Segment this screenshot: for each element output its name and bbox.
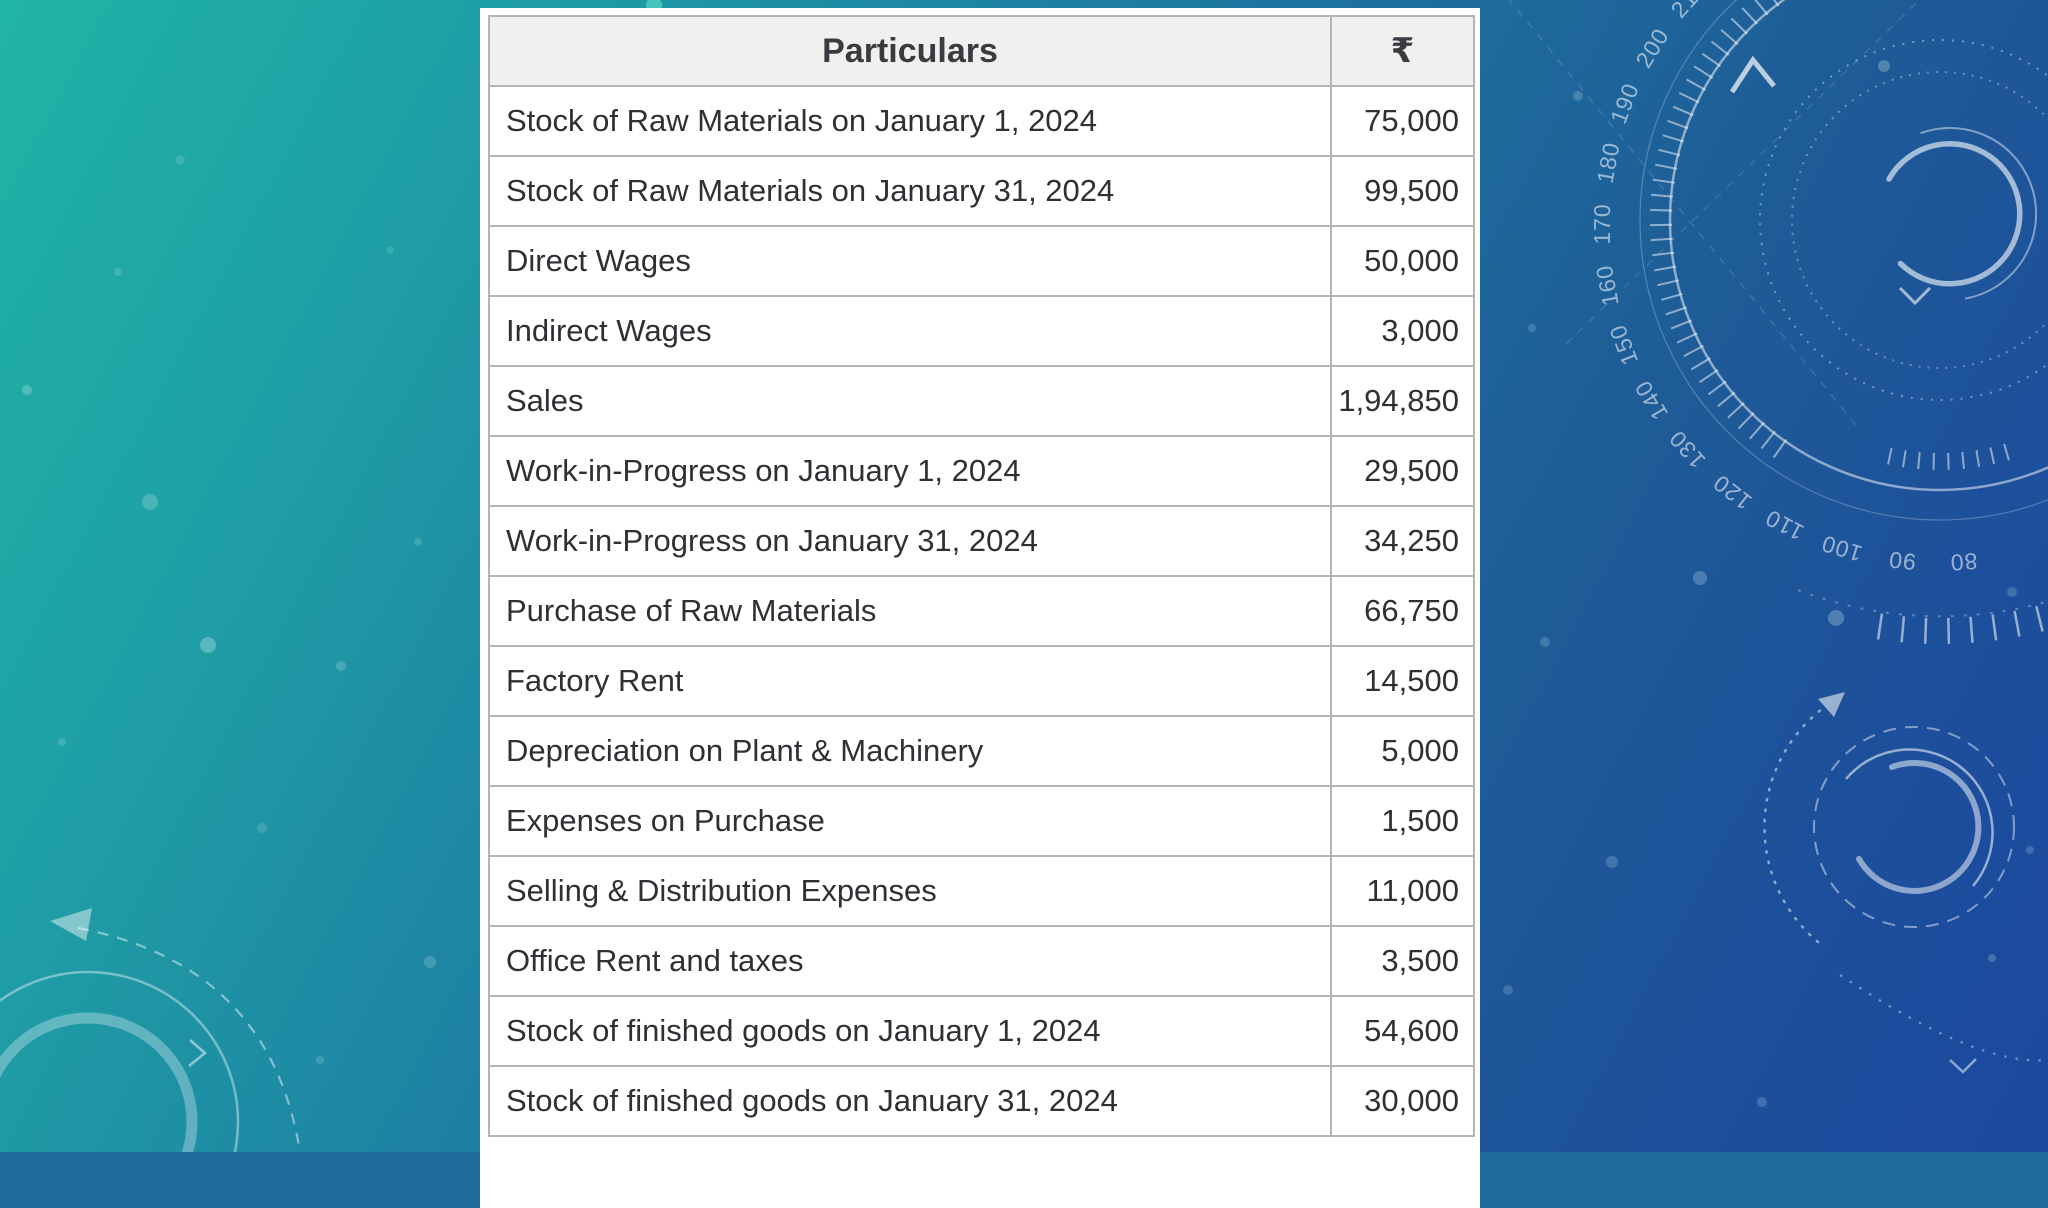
amount-cell: 54,600 xyxy=(1331,996,1474,1066)
table-panel: Particulars ₹ Stock of Raw Materials on … xyxy=(480,8,1480,1208)
particulars-cell: Selling & Distribution Expenses xyxy=(489,856,1331,926)
gauge-tick-marks xyxy=(1878,565,2048,644)
amount-cell: 50,000 xyxy=(1331,226,1474,296)
amount-cell: 1,94,850 xyxy=(1331,366,1474,436)
table-row: Work-in-Progress on January 31, 2024 34,… xyxy=(489,506,1474,576)
chevron-down-icon xyxy=(1950,1059,1976,1072)
gauge-number: 110 xyxy=(1761,504,1808,545)
gauge-tick-marks xyxy=(1888,444,2009,470)
gauge-number: 210 xyxy=(1666,0,1713,23)
gauge-number: 180 xyxy=(1592,140,1625,185)
gauge-number: 140 xyxy=(1629,376,1673,425)
particulars-cell: Depreciation on Plant & Machinery xyxy=(489,716,1331,786)
amount-cell: 11,000 xyxy=(1331,856,1474,926)
amount-cell: 3,000 xyxy=(1331,296,1474,366)
particulars-cell: Direct Wages xyxy=(489,226,1331,296)
table-row: Stock of Raw Materials on January 1, 202… xyxy=(489,86,1474,156)
chevron-right-icon xyxy=(189,1040,205,1066)
particulars-cell: Stock of Raw Materials on January 31, 20… xyxy=(489,156,1331,226)
table-row: Sales 1,94,850 xyxy=(489,366,1474,436)
table-row: Stock of Raw Materials on January 31, 20… xyxy=(489,156,1474,226)
particulars-cell: Stock of Raw Materials on January 1, 202… xyxy=(489,86,1331,156)
table-row: Indirect Wages 3,000 xyxy=(489,296,1474,366)
gauge-number: 150 xyxy=(1604,321,1643,369)
slide-background: 210 200 190 180 170 160 150 140 130 120 … xyxy=(0,0,2048,1152)
table-row: Office Rent and taxes 3,500 xyxy=(489,926,1474,996)
particulars-cell: Work-in-Progress on January 1, 2024 xyxy=(489,436,1331,506)
table-row: Depreciation on Plant & Machinery 5,000 xyxy=(489,716,1474,786)
arrow-up-right-icon xyxy=(1818,692,1845,717)
particulars-header: Particulars xyxy=(489,16,1331,86)
table-row: Direct Wages 50,000 xyxy=(489,226,1474,296)
amount-header: ₹ xyxy=(1331,16,1474,86)
gauge-number: 200 xyxy=(1630,23,1674,72)
amount-cell: 14,500 xyxy=(1331,646,1474,716)
bottom-left-rings xyxy=(0,908,300,1152)
particulars-cell: Indirect Wages xyxy=(489,296,1331,366)
table-header-row: Particulars ₹ xyxy=(489,16,1474,86)
table-row: Stock of finished goods on January 1, 20… xyxy=(489,996,1474,1066)
particulars-cell: Stock of finished goods on January 31, 2… xyxy=(489,1066,1331,1136)
amount-cell: 5,000 xyxy=(1331,716,1474,786)
table-row: Stock of finished goods on January 31, 2… xyxy=(489,1066,1474,1136)
particulars-cell: Work-in-Progress on January 31, 2024 xyxy=(489,506,1331,576)
table-row: Work-in-Progress on January 1, 2024 29,5… xyxy=(489,436,1474,506)
gauge-number: 120 xyxy=(1708,469,1757,515)
chevron-down-icon xyxy=(1900,288,1930,303)
amount-cell: 66,750 xyxy=(1331,576,1474,646)
amount-cell: 29,500 xyxy=(1331,436,1474,506)
particulars-cell: Factory Rent xyxy=(489,646,1331,716)
gauge-number: 90 xyxy=(1887,546,1917,575)
gauge-number: 190 xyxy=(1605,79,1644,127)
particulars-cell: Purchase of Raw Materials xyxy=(489,576,1331,646)
particulars-cell: Stock of finished goods on January 1, 20… xyxy=(489,996,1331,1066)
chevron-up-icon xyxy=(1732,60,1774,92)
gauge-number: 170 xyxy=(1589,203,1615,244)
gauge-tick-marks xyxy=(1650,0,1814,458)
amount-cell: 30,000 xyxy=(1331,1066,1474,1136)
table-row: Selling & Distribution Expenses 11,000 xyxy=(489,856,1474,926)
gauge-number: 80 xyxy=(1949,548,1978,576)
amount-cell: 75,000 xyxy=(1331,86,1474,156)
amount-cell: 99,500 xyxy=(1331,156,1474,226)
amount-cell: 3,500 xyxy=(1331,926,1474,996)
gauge-decoration xyxy=(1640,0,2048,616)
bottom-right-rings xyxy=(1764,692,2048,1072)
particulars-cell: Sales xyxy=(489,366,1331,436)
amount-cell: 1,500 xyxy=(1331,786,1474,856)
cost-particulars-table: Particulars ₹ Stock of Raw Materials on … xyxy=(488,15,1475,1137)
particulars-cell: Expenses on Purchase xyxy=(489,786,1331,856)
table-row: Factory Rent 14,500 xyxy=(489,646,1474,716)
gauge-number: 130 xyxy=(1664,425,1711,473)
gauge-number: 100 xyxy=(1818,530,1865,567)
table-row: Expenses on Purchase 1,500 xyxy=(489,786,1474,856)
arrow-left-icon xyxy=(50,908,92,941)
table-row: Purchase of Raw Materials 66,750 xyxy=(489,576,1474,646)
gauge-number: 160 xyxy=(1591,263,1624,308)
amount-cell: 34,250 xyxy=(1331,506,1474,576)
particulars-cell: Office Rent and taxes xyxy=(489,926,1331,996)
